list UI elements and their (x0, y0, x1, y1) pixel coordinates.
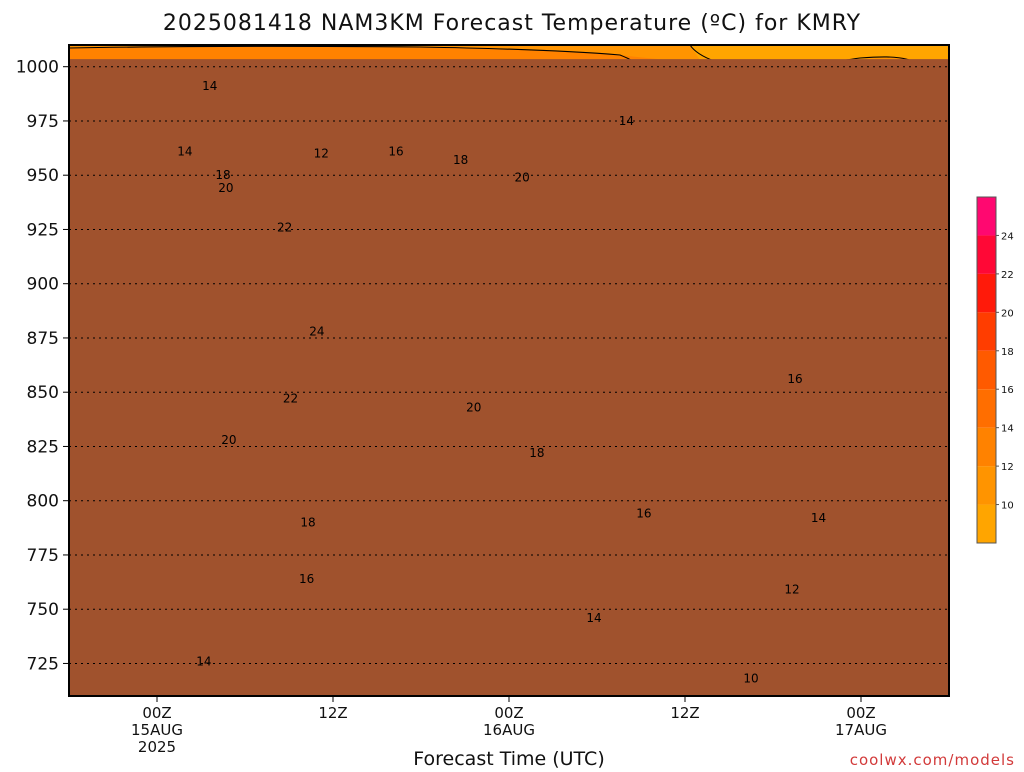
x-axis-label: Forecast Time (UTC) (413, 748, 604, 768)
colorbar-label: 18 (1001, 347, 1014, 358)
colorbar-label: 20 (1001, 308, 1014, 319)
colorbar-segment (977, 350, 996, 390)
colorbar-label: 24 (1001, 231, 1014, 242)
y-tick-label: 875 (27, 329, 59, 349)
y-axis: 725 750 775 800 825 850 875 900 925 950 975 1000 (16, 58, 69, 674)
y-tick-label: 825 (27, 437, 59, 457)
grid-lines (69, 66, 949, 664)
x-tick-label: 12Z (318, 704, 347, 722)
colorbar-label: 12 (1001, 462, 1014, 473)
credit-text: coolwx.com/models (850, 751, 1015, 768)
x-tick-label: 2025 (138, 738, 176, 756)
x-tick-label: 00Z (846, 704, 875, 722)
x-tick-label: 00Z (142, 704, 171, 722)
colorbar-label: 16 (1001, 385, 1014, 396)
contour-label: 14 (811, 511, 826, 525)
y-tick-label: 775 (27, 546, 59, 566)
colorbar-segment (977, 504, 996, 543)
contour-label: 20 (221, 433, 236, 447)
colorbar-segment (977, 312, 996, 351)
contour-label: 22 (283, 392, 298, 406)
contour-label: 14 (619, 114, 634, 128)
x-tick-label: 12Z (670, 704, 699, 722)
y-tick-label: 975 (27, 112, 59, 132)
x-tick-label: 16AUG (483, 721, 535, 739)
y-tick-label: 750 (27, 600, 59, 620)
y-tick-label: 1000 (16, 58, 59, 78)
contour-label: 20 (218, 181, 233, 195)
colorbar: 10 12 14 16 18 20 22 24 (976, 196, 1014, 544)
colorbar-segment (977, 273, 996, 313)
colorbar-label: 14 (1001, 424, 1014, 435)
x-tick-label: 17AUG (835, 721, 887, 739)
y-tick-label: 900 (27, 275, 59, 295)
y-tick-label: 950 (27, 166, 59, 186)
contour-label: 24 (309, 324, 324, 338)
contour-label: 18 (529, 446, 544, 460)
colorbar-segment (977, 389, 996, 428)
colorbar-segment (977, 427, 996, 467)
y-tick-label: 850 (27, 383, 59, 403)
contour-label: 16 (787, 372, 802, 386)
y-tick-label: 800 (27, 492, 59, 512)
contour-label: 18 (453, 153, 468, 167)
contour-label: 14 (586, 611, 601, 625)
contour-label: 12 (314, 147, 329, 161)
x-tick-label: 15AUG (131, 721, 183, 739)
contour-label: 14 (202, 79, 217, 93)
contour-label: 18 (215, 168, 230, 182)
y-tick-label: 925 (27, 220, 59, 240)
colorbar-label: 22 (1001, 270, 1014, 281)
contour-label: 14 (196, 654, 211, 668)
colorbar-segment (977, 466, 996, 505)
colorbar-frame (976, 196, 997, 544)
contour-label: 10 (743, 672, 758, 686)
contour-label: 20 (515, 170, 530, 184)
contour-label: 16 (636, 507, 651, 521)
contour-label: 16 (299, 572, 314, 586)
colorbar-label: 10 (1001, 501, 1014, 512)
x-tick-label: 00Z (494, 704, 523, 722)
contour-label: 18 (300, 515, 315, 529)
ground-surface (69, 59, 949, 696)
contour-label: 14 (177, 144, 192, 158)
chart-title: 2025081418 NAM3KM Forecast Temperature (… (163, 11, 861, 36)
contour-label: 22 (277, 220, 292, 234)
colorbar-segment (977, 235, 996, 274)
colorbar-segment (977, 197, 996, 236)
y-tick-label: 725 (27, 654, 59, 674)
contour-label: 12 (784, 583, 799, 597)
contour-label: 16 (388, 144, 403, 158)
contour-label: 20 (466, 400, 481, 414)
